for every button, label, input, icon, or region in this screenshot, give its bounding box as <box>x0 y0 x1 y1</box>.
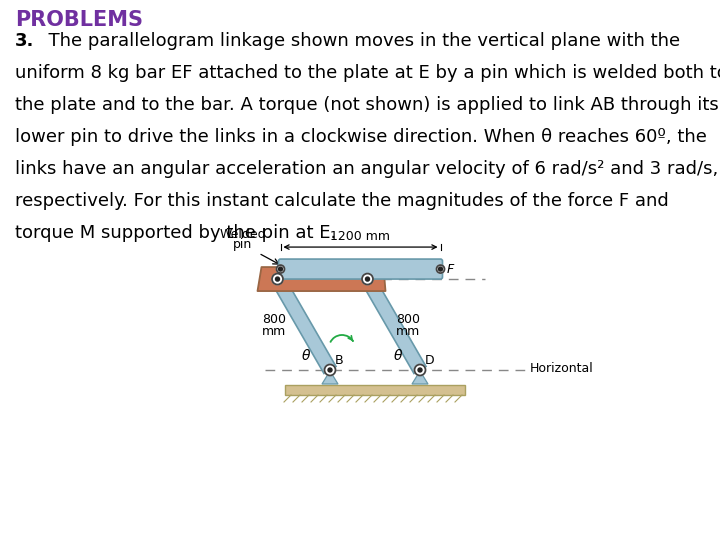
Text: 800: 800 <box>396 313 420 326</box>
Text: mm: mm <box>396 325 420 338</box>
Circle shape <box>366 277 369 281</box>
Text: F: F <box>446 262 454 275</box>
Text: C: C <box>369 260 378 273</box>
Text: θ: θ <box>394 349 402 363</box>
Text: 1200 mm: 1200 mm <box>330 230 390 243</box>
Text: B: B <box>335 354 343 367</box>
Bar <box>285 385 465 395</box>
Text: uniform 8 kg bar EF attached to the plate at E by a pin which is welded both to: uniform 8 kg bar EF attached to the plat… <box>15 64 720 82</box>
Circle shape <box>328 368 332 372</box>
Circle shape <box>279 267 282 271</box>
Text: Horizontal: Horizontal <box>530 362 594 375</box>
Text: lower pin to drive the links in a clockwise direction. When θ reaches 60º, the: lower pin to drive the links in a clockw… <box>15 128 707 146</box>
Text: pin: pin <box>233 238 252 251</box>
Circle shape <box>438 267 443 271</box>
Text: A: A <box>261 272 269 285</box>
Text: 3.: 3. <box>15 32 35 50</box>
FancyBboxPatch shape <box>279 259 443 279</box>
Circle shape <box>415 364 426 375</box>
Polygon shape <box>322 371 338 384</box>
Circle shape <box>276 277 279 281</box>
Text: respectively. For this instant calculate the magnitudes of the force F and: respectively. For this instant calculate… <box>15 192 669 210</box>
Circle shape <box>276 265 284 273</box>
Text: D: D <box>425 354 435 367</box>
Text: The parallelogram linkage shown moves in the vertical plane with the: The parallelogram linkage shown moves in… <box>37 32 680 50</box>
Text: torque M supported by the pin at E.: torque M supported by the pin at E. <box>15 224 336 242</box>
Text: Welded: Welded <box>219 228 266 241</box>
Circle shape <box>325 364 336 375</box>
Text: PROBLEMS: PROBLEMS <box>15 10 143 30</box>
Text: mm: mm <box>261 325 286 338</box>
Circle shape <box>436 265 444 273</box>
Polygon shape <box>271 275 336 374</box>
Polygon shape <box>412 371 428 384</box>
Circle shape <box>418 368 422 372</box>
Polygon shape <box>258 267 385 291</box>
Text: 800: 800 <box>262 313 286 326</box>
Text: the plate and to the bar. A torque (not shown) is applied to link AB through its: the plate and to the bar. A torque (not … <box>15 96 719 114</box>
Text: links have an angular acceleration an angular velocity of 6 rad/s² and 3 rad/s,: links have an angular acceleration an an… <box>15 160 719 178</box>
Text: θ: θ <box>302 349 310 363</box>
Polygon shape <box>361 275 426 374</box>
Circle shape <box>272 274 283 285</box>
Text: E: E <box>284 270 292 283</box>
Circle shape <box>362 274 373 285</box>
